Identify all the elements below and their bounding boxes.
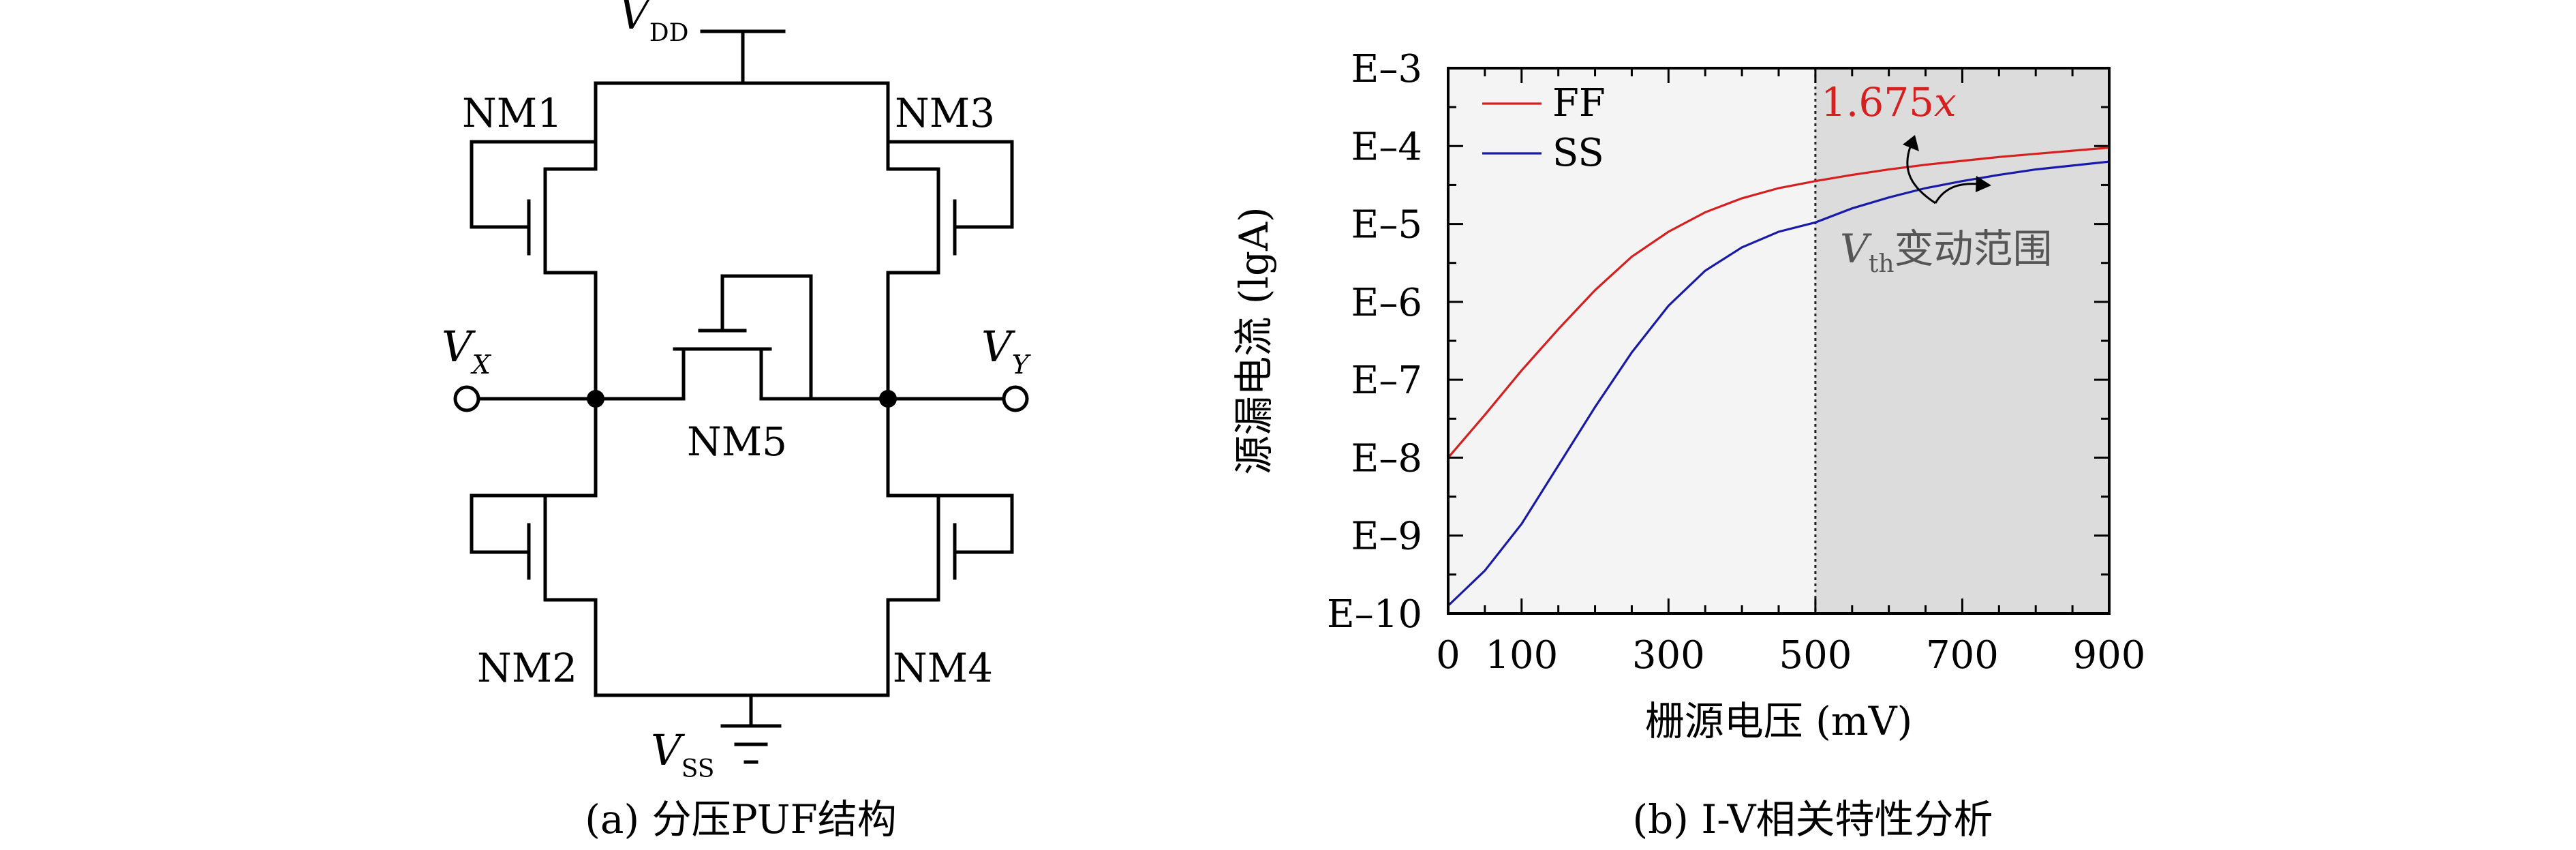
y-tick-label: E–3	[1351, 47, 1422, 91]
vth-annotation: Vth变动范围	[1840, 226, 2053, 278]
y-tick-label: E–4	[1351, 125, 1422, 169]
x-axis-label: 栅源电压 (mV)	[1645, 698, 1913, 744]
vth-shaded-region	[1815, 68, 2109, 613]
nm1-label: NM1	[462, 90, 562, 136]
x-tick-label: 0	[1436, 633, 1460, 678]
annotation-arrowhead-up	[1903, 135, 1919, 151]
x-tick-label: 100	[1485, 633, 1558, 678]
nm4-label: NM4	[893, 645, 993, 691]
legend-ss-label: SS	[1552, 131, 1604, 175]
y-tick-label: E–6	[1351, 281, 1422, 325]
vy-terminal	[1002, 385, 1029, 412]
plot-frame	[1447, 67, 2111, 615]
nm5-label: NM5	[687, 419, 787, 465]
y-tick-label: E–7	[1351, 359, 1422, 403]
chart-caption: (b) I-V相关特性分析	[1633, 796, 1993, 843]
vy-label: VY	[981, 322, 1032, 380]
chart-legend: FF SS	[1482, 81, 1606, 175]
y-tick-labels: E–3 E–4 E–5 E–6 E–7 E–8 E–9 E–10	[1327, 47, 1422, 637]
x-tick-label: 300	[1632, 633, 1705, 678]
legend-ff-label: FF	[1552, 81, 1606, 125]
x-tick-label: 500	[1779, 633, 1852, 678]
iv-chart: E–3 E–4 E–5 E–6 E–7 E–8 E–9 E–10 0 100 300 500 700 9…	[1231, 47, 2145, 843]
y-tick-label: E–5	[1351, 203, 1422, 247]
y-tick-label: E–9	[1351, 515, 1422, 559]
y-axis-label: 源漏电流 (lgA)	[1231, 207, 1277, 474]
node-y-dot	[879, 390, 897, 408]
transistor-nm3	[886, 140, 1014, 275]
circuit-caption: (a) 分压PUF结构	[585, 796, 896, 843]
circuit-diagram: VDD VSS NM1	[442, 0, 1032, 843]
vss-label: VSS	[651, 725, 714, 783]
annotation-arrowhead-right	[1976, 176, 1991, 192]
vx-terminal	[453, 385, 480, 412]
vdd-label: VDD	[619, 0, 689, 47]
vx-label: VX	[442, 322, 492, 380]
x-tick-labels: 0 100 300 500 700 900	[1436, 633, 2145, 678]
node-x-dot	[587, 390, 604, 408]
annotation-arrow-right	[1934, 183, 1980, 204]
nm2-label: NM2	[477, 645, 577, 691]
series-line-ss	[1447, 160, 2110, 607]
transistor-nm1	[470, 140, 598, 275]
x-tick-label: 900	[2073, 633, 2146, 678]
series-curves	[1447, 147, 2110, 607]
y-tick-label: E–10	[1327, 592, 1422, 637]
transistor-nm2	[470, 494, 598, 602]
nm3-label: NM3	[895, 90, 995, 136]
x-tick-label: 700	[1926, 633, 1999, 678]
transistor-nm5	[673, 274, 813, 401]
annotation-arrow-up	[1906, 145, 1936, 204]
y-tick-label: E–8	[1351, 436, 1422, 481]
ratio-annotation: 1.675x	[1821, 79, 1957, 125]
series-line-ff	[1447, 147, 2110, 459]
transistor-nm4	[886, 494, 1014, 602]
